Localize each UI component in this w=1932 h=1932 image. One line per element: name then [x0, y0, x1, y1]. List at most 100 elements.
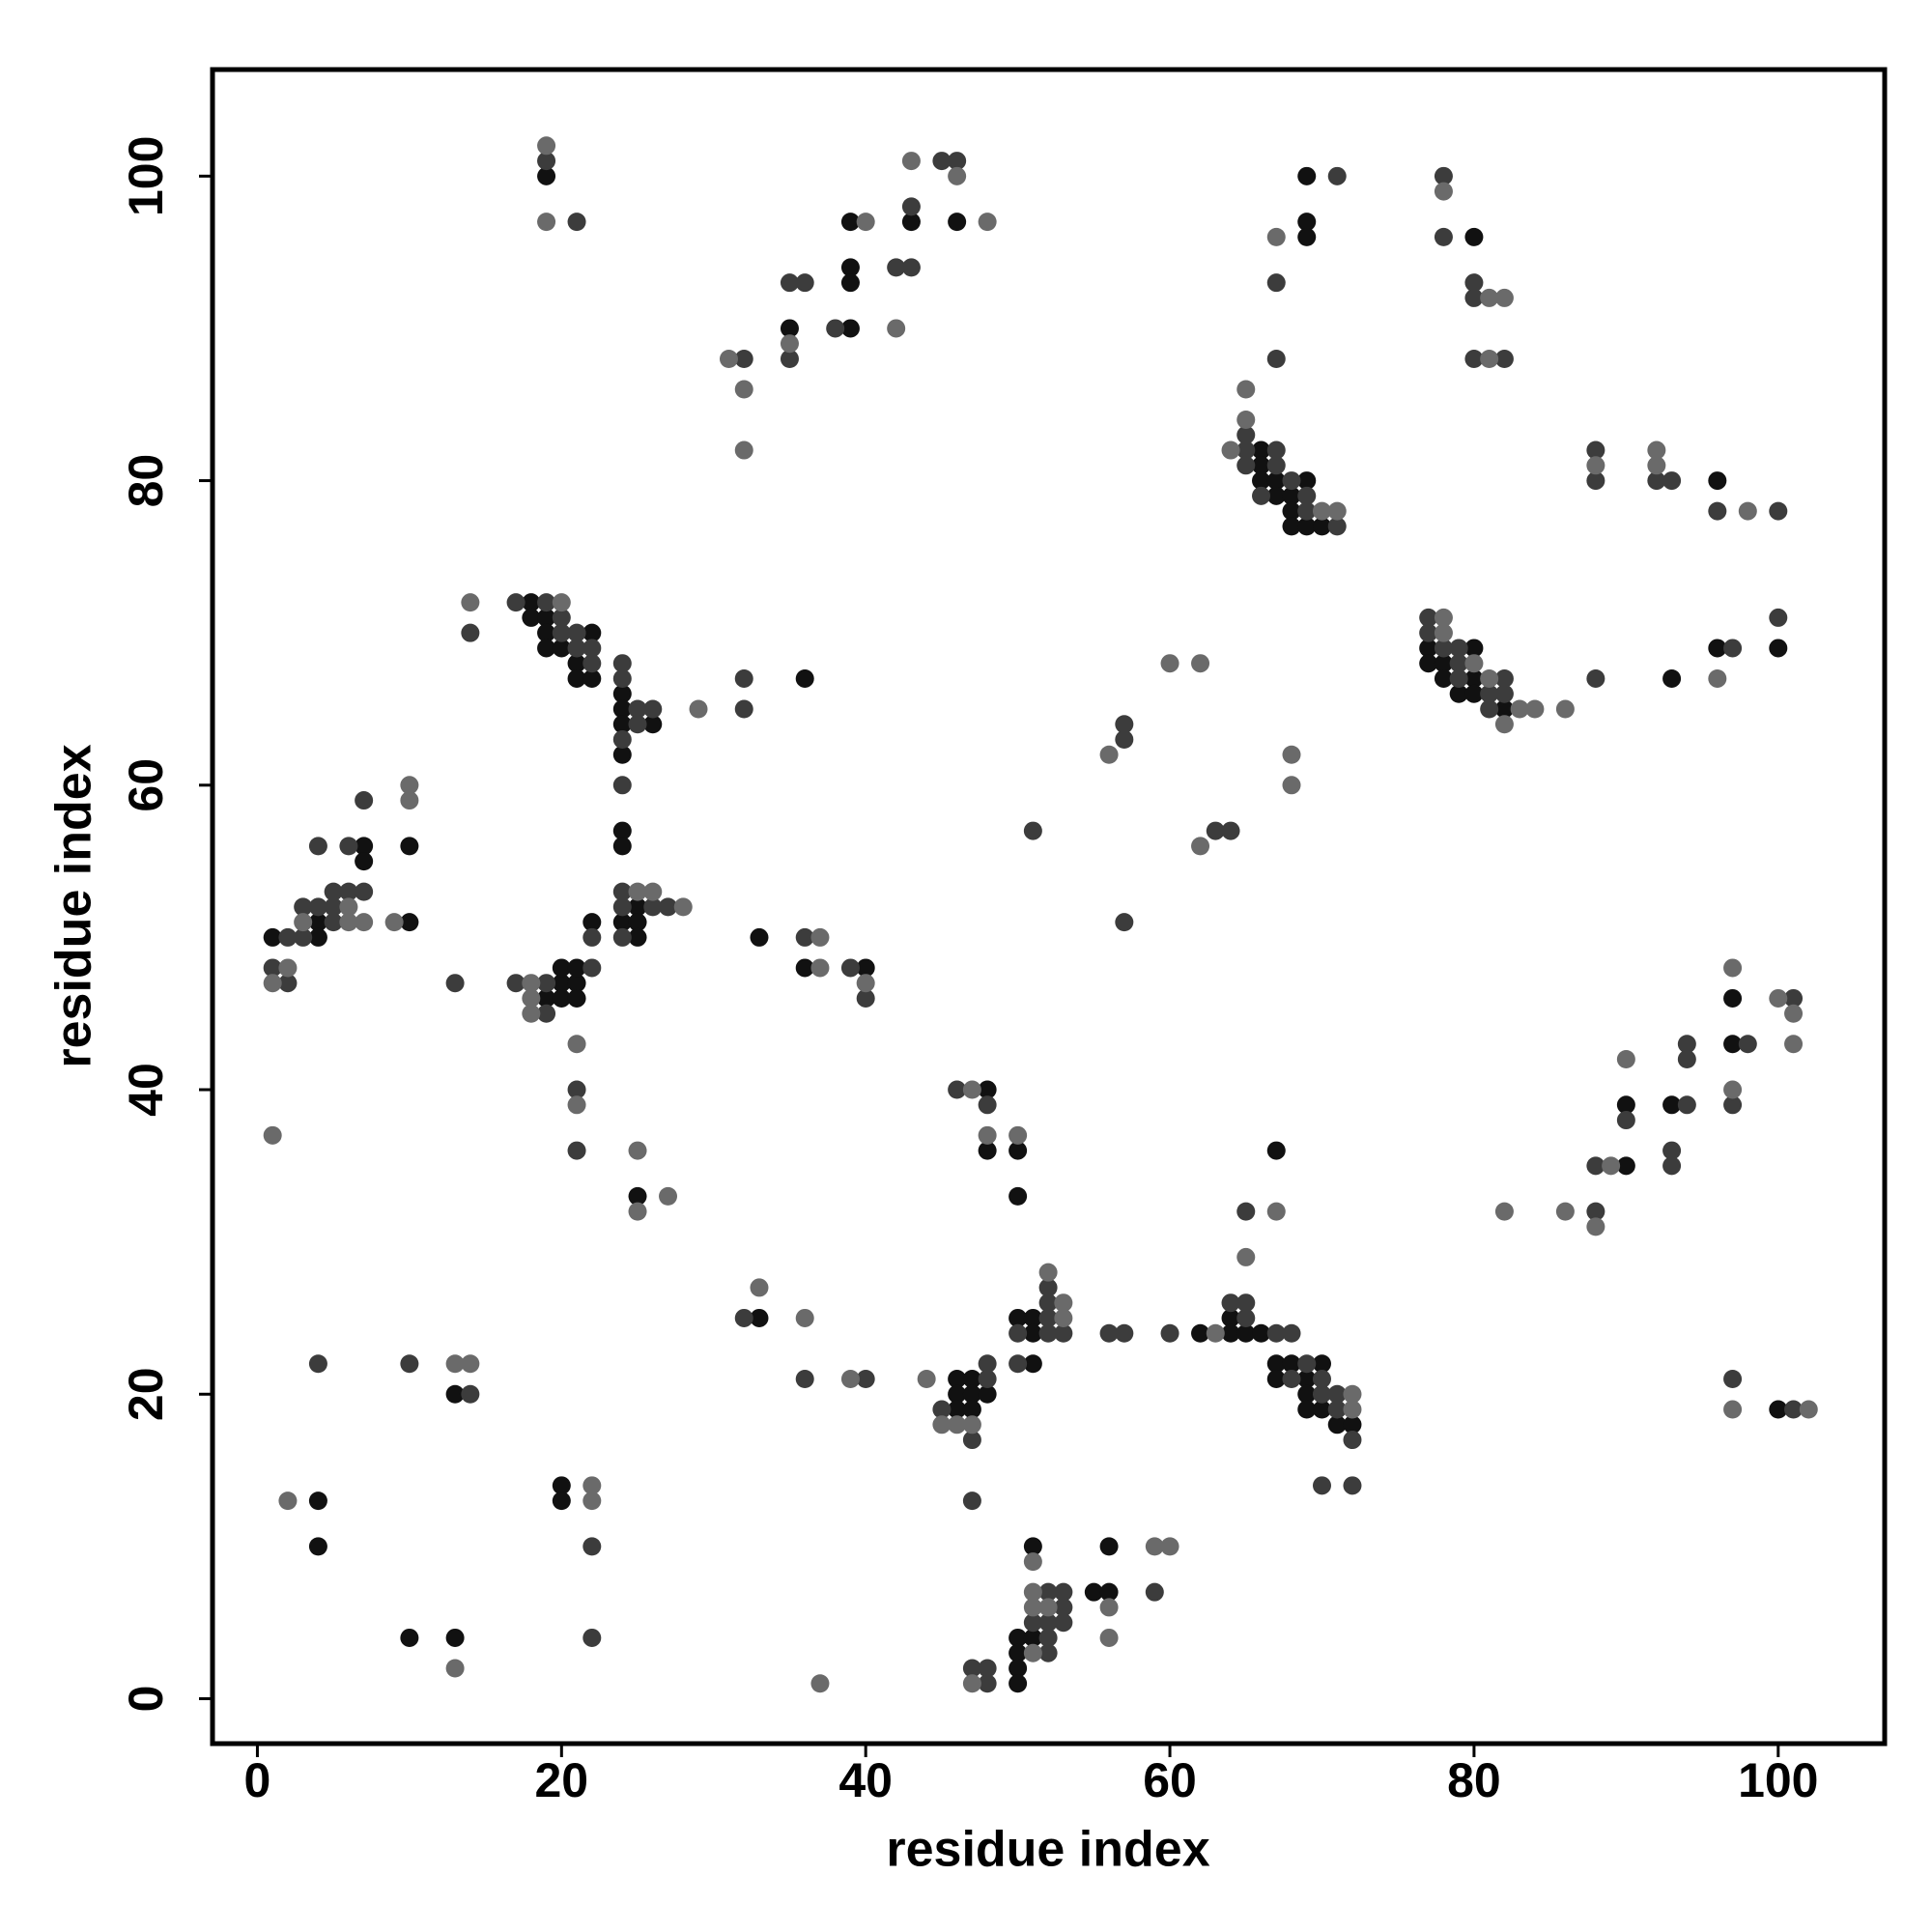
point — [1191, 1323, 1210, 1343]
point — [612, 882, 632, 901]
point — [780, 273, 799, 293]
point — [1723, 1400, 1743, 1419]
point — [1464, 654, 1484, 673]
point — [962, 1400, 981, 1419]
point — [856, 988, 875, 1008]
point — [1434, 608, 1453, 627]
point — [1297, 517, 1317, 536]
point — [1343, 1415, 1362, 1435]
point — [1054, 1293, 1073, 1313]
point — [1327, 1384, 1347, 1404]
point — [1327, 517, 1347, 536]
point — [400, 791, 419, 810]
point — [1312, 1384, 1331, 1404]
point — [1099, 745, 1119, 764]
point — [1023, 1323, 1042, 1343]
point — [1023, 1598, 1042, 1617]
y-tick-label: 80 — [119, 454, 173, 508]
point — [1586, 1202, 1605, 1221]
point — [962, 1492, 981, 1511]
point — [384, 913, 404, 932]
point — [537, 213, 556, 232]
point — [1038, 1598, 1058, 1617]
point — [324, 882, 343, 901]
point — [1434, 227, 1453, 246]
point — [901, 258, 921, 277]
point — [1647, 456, 1666, 475]
point — [1023, 1537, 1042, 1556]
point — [1464, 288, 1484, 307]
point — [567, 639, 586, 658]
point — [856, 958, 875, 978]
point — [1662, 1141, 1682, 1160]
point — [948, 1370, 967, 1389]
point — [1769, 988, 1788, 1008]
point — [1769, 608, 1788, 627]
point — [1236, 1308, 1256, 1327]
x-axis-title: residue index — [886, 1822, 1209, 1878]
point — [810, 1674, 830, 1693]
point — [1266, 273, 1286, 293]
point — [1449, 654, 1468, 673]
point — [1266, 471, 1286, 491]
point — [1191, 837, 1210, 856]
point — [522, 608, 541, 627]
point — [308, 913, 327, 932]
point — [1449, 668, 1468, 688]
point — [582, 927, 602, 947]
point — [1266, 456, 1286, 475]
point — [1115, 913, 1134, 932]
point — [978, 1141, 997, 1160]
point — [628, 1141, 647, 1160]
point — [1708, 639, 1727, 658]
point — [1297, 1400, 1317, 1419]
point — [1266, 349, 1286, 368]
point — [1312, 1354, 1331, 1374]
point — [750, 1278, 769, 1297]
point — [567, 623, 586, 642]
point — [355, 913, 374, 932]
point — [1723, 958, 1743, 978]
point — [795, 1370, 814, 1389]
point — [582, 1476, 602, 1495]
point — [278, 974, 298, 993]
point — [1236, 425, 1256, 444]
point — [932, 152, 952, 171]
point — [1115, 715, 1134, 734]
point — [1266, 1370, 1286, 1389]
point — [1602, 1156, 1621, 1176]
point — [1494, 349, 1514, 368]
point — [932, 1400, 952, 1419]
point — [810, 927, 830, 947]
point — [278, 958, 298, 978]
point — [400, 837, 419, 856]
point — [1282, 776, 1301, 795]
point — [461, 1384, 480, 1404]
point — [734, 1308, 753, 1327]
point — [1738, 1035, 1757, 1054]
point — [445, 1384, 465, 1404]
point — [1434, 668, 1453, 688]
point — [948, 152, 967, 171]
point — [612, 897, 632, 917]
point — [1099, 1582, 1119, 1602]
point — [840, 258, 860, 277]
point — [567, 958, 586, 978]
point — [643, 897, 663, 917]
point — [1282, 1354, 1301, 1374]
point — [628, 699, 647, 719]
point — [1586, 471, 1605, 491]
point — [1023, 1552, 1042, 1572]
point — [1555, 1202, 1575, 1221]
point — [1449, 639, 1468, 658]
point — [962, 1370, 981, 1389]
point — [1054, 1323, 1073, 1343]
point — [978, 1095, 997, 1115]
point — [1494, 684, 1514, 703]
point — [962, 1415, 981, 1435]
point — [552, 623, 571, 642]
point — [1099, 1598, 1119, 1617]
point — [612, 684, 632, 703]
point — [1009, 1354, 1028, 1374]
point — [840, 273, 860, 293]
